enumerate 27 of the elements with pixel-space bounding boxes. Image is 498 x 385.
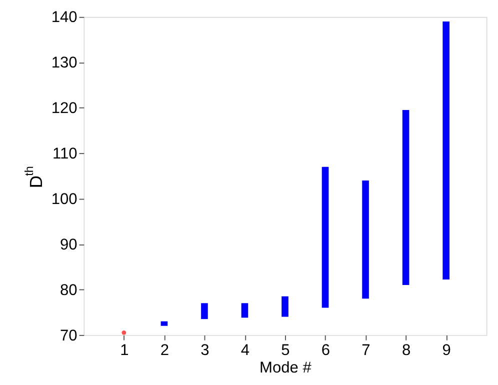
bar [241,303,248,318]
x-tick-label: 3 [200,342,210,359]
bar [160,321,168,326]
y-tick-label: 100 [51,190,78,208]
bar [201,303,208,320]
x-tick-label: 1 [120,342,129,359]
x-tick-label: 5 [281,342,290,359]
bar [322,166,329,308]
y-tick-label: 140 [51,9,78,26]
y-tick-label: 110 [52,146,78,163]
x-tick-label: 6 [321,342,330,359]
y-tick-label: 120 [51,100,78,118]
bar [402,110,410,285]
bar [362,180,369,299]
y-tick-label: 130 [51,54,78,72]
y-tick-label: 80 [60,282,78,299]
x-tick-label: 9 [442,342,451,359]
bar [442,21,450,280]
y-tick-label: 90 [60,236,78,254]
x-tick-label: 8 [402,342,411,359]
x-tick-label: 2 [160,342,169,359]
x-tick-label: 4 [240,342,250,359]
bar [282,296,288,317]
y-axis-title: Dth [23,166,46,188]
x-axis-title: Mode # [260,359,312,376]
x-tick-label: 7 [362,342,370,359]
y-tick-label: 70 [60,327,78,344]
